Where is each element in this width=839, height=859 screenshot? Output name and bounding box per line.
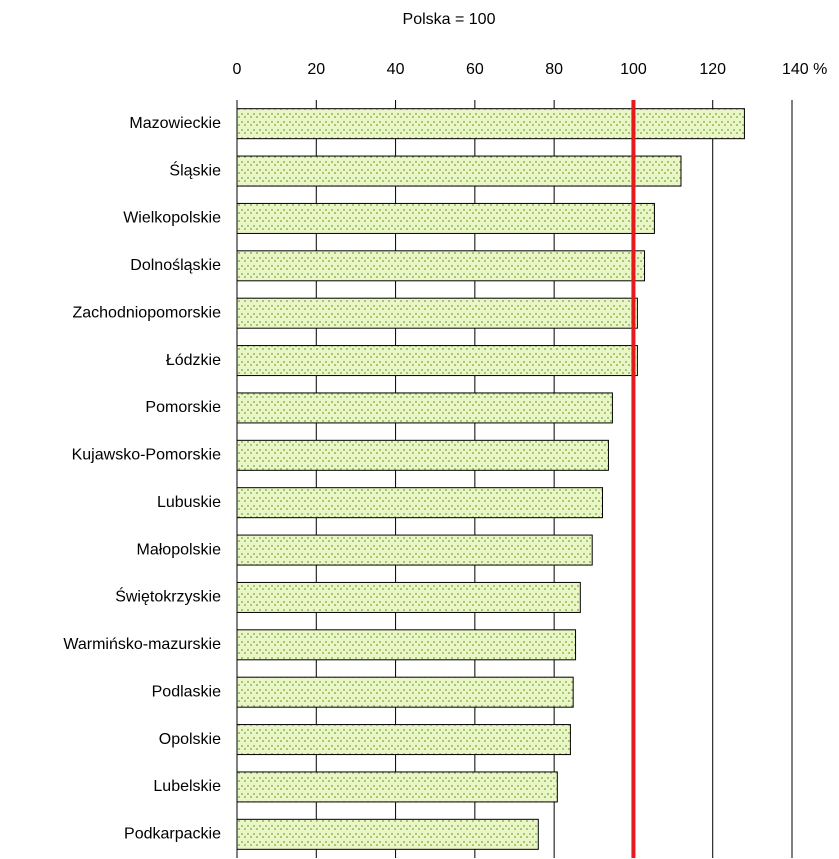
x-tick-label: 100: [620, 61, 647, 78]
y-tick-label: Śląskie: [169, 160, 221, 179]
bar: [236, 392, 613, 424]
y-tick-label: Dolnośląskie: [130, 257, 221, 274]
y-tick-label: Podkarpackie: [124, 826, 221, 843]
bar: [236, 818, 539, 850]
bar: [236, 629, 577, 661]
x-tick-label: 120: [699, 61, 726, 78]
y-tick-label: Lubelskie: [153, 778, 221, 795]
chart-title: Polska = 100: [403, 11, 496, 28]
bar: [236, 724, 571, 756]
bar: [236, 297, 638, 329]
bar: [236, 676, 574, 708]
y-tick-label: Pomorskie: [145, 399, 221, 416]
y-tick-label: Zachodniopomorskie: [72, 304, 221, 321]
y-tick-label: Lubuskie: [157, 494, 221, 511]
x-tick-label: 20: [307, 61, 325, 78]
y-tick-label: Małopolskie: [137, 541, 222, 558]
y-tick-label: Łódzkie: [166, 352, 221, 369]
bar: [236, 108, 745, 140]
bar: [236, 581, 581, 613]
y-tick-label: Kujawsko-Pomorskie: [72, 447, 221, 464]
y-tick-label: Świętokrzyskie: [115, 587, 221, 606]
bar: [236, 250, 646, 282]
bar: [236, 534, 593, 566]
x-tick-label: 40: [387, 61, 405, 78]
bar: [236, 487, 604, 519]
bar: [236, 155, 682, 187]
y-tick-label: Wielkopolskie: [123, 210, 221, 227]
bar: [236, 439, 609, 471]
y-tick-label: Warmińsko-mazurskie: [63, 636, 221, 653]
y-tick-label: Mazowieckie: [129, 115, 221, 132]
y-tick-label: Podlaskie: [152, 683, 221, 700]
bar: [236, 345, 638, 377]
y-tick-label: Opolskie: [159, 731, 221, 748]
x-tick-label: 140 %: [782, 61, 827, 78]
x-tick-label: 60: [466, 61, 484, 78]
bar: [236, 202, 655, 234]
bar: [236, 771, 558, 803]
x-tick-label: 0: [233, 61, 242, 78]
x-tick-label: 80: [545, 61, 563, 78]
